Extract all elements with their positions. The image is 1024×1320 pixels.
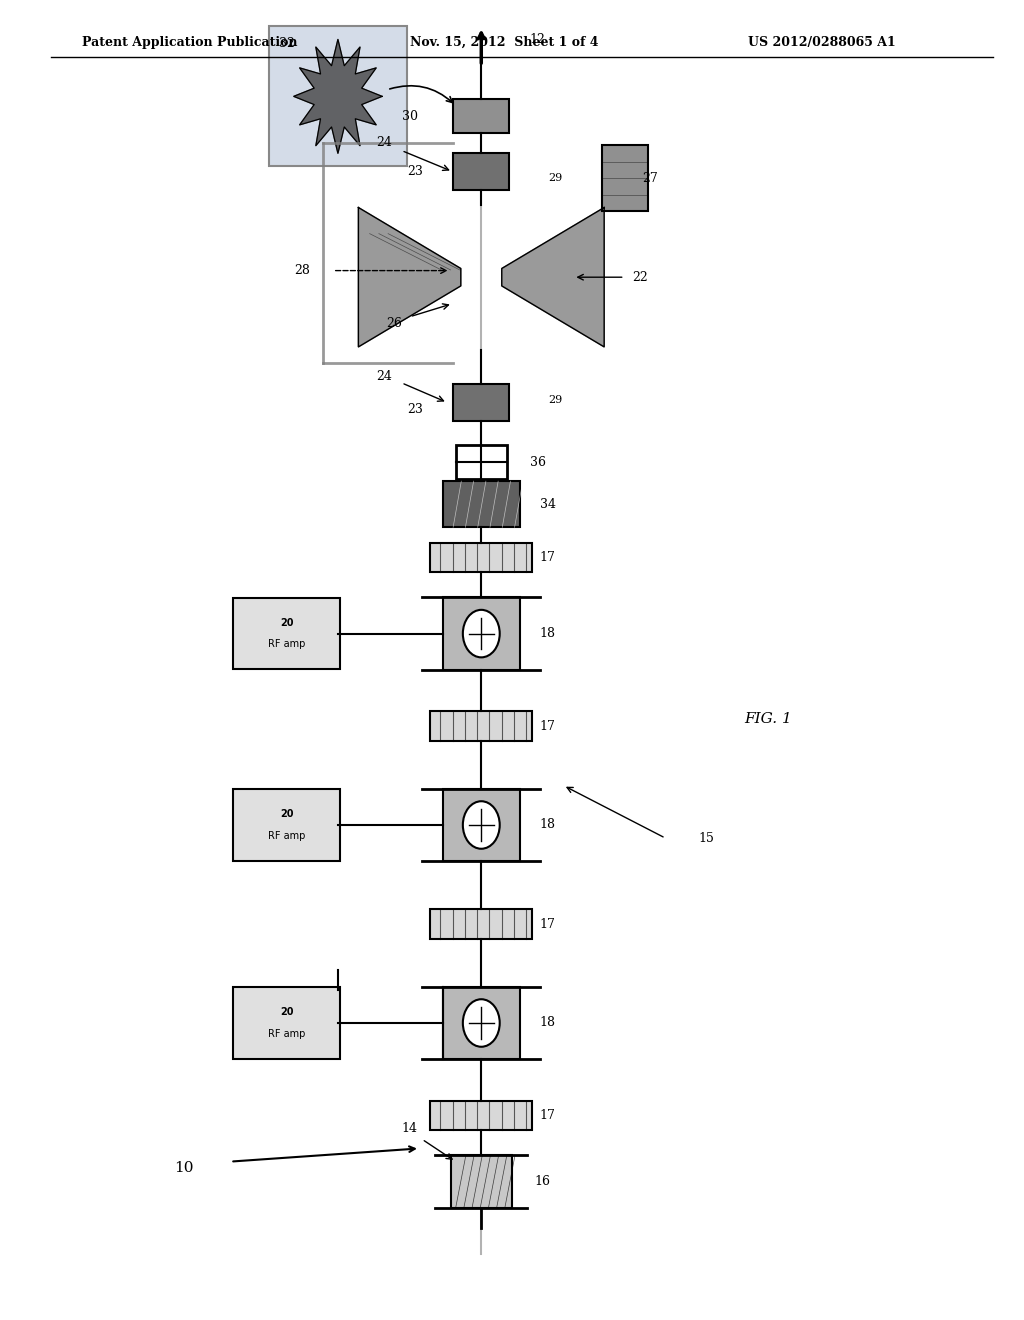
Text: FIG. 1: FIG. 1 <box>744 713 792 726</box>
Text: 18: 18 <box>540 818 556 832</box>
Text: RF amp: RF amp <box>268 830 305 841</box>
Text: 22: 22 <box>632 271 648 284</box>
Text: 34: 34 <box>540 498 556 511</box>
Bar <box>453 384 509 421</box>
Text: RF amp: RF amp <box>268 1028 305 1039</box>
Text: 23: 23 <box>407 403 423 416</box>
FancyBboxPatch shape <box>233 598 340 669</box>
Bar <box>442 789 519 862</box>
Text: 29: 29 <box>548 395 562 405</box>
Bar <box>430 909 532 939</box>
Bar <box>453 153 509 190</box>
Bar <box>430 543 532 572</box>
Text: 18: 18 <box>540 1016 556 1030</box>
Text: 16: 16 <box>535 1175 551 1188</box>
Text: 36: 36 <box>529 455 546 469</box>
Text: 17: 17 <box>540 550 556 564</box>
Text: 24: 24 <box>376 370 392 383</box>
Text: 26: 26 <box>386 317 402 330</box>
Text: 17: 17 <box>540 719 556 733</box>
Text: 30: 30 <box>401 110 418 123</box>
Text: 32: 32 <box>279 37 295 50</box>
Text: 18: 18 <box>540 627 556 640</box>
Circle shape <box>463 999 500 1047</box>
Circle shape <box>463 801 500 849</box>
Bar <box>456 445 507 479</box>
Bar <box>451 1155 512 1208</box>
Text: 23: 23 <box>407 165 423 178</box>
Bar <box>442 480 519 527</box>
Text: US 2012/0288065 A1: US 2012/0288065 A1 <box>748 36 895 49</box>
Text: 24: 24 <box>376 136 392 149</box>
Text: 17: 17 <box>540 1109 556 1122</box>
Circle shape <box>463 610 500 657</box>
FancyBboxPatch shape <box>233 789 340 861</box>
Text: 14: 14 <box>401 1122 418 1135</box>
Text: 28: 28 <box>294 264 310 277</box>
Bar <box>430 1101 532 1130</box>
Bar <box>430 711 532 741</box>
Bar <box>602 145 648 211</box>
Polygon shape <box>294 40 382 153</box>
Text: 20: 20 <box>280 618 294 628</box>
Bar <box>453 99 509 133</box>
Text: 12: 12 <box>529 33 546 46</box>
Text: 10: 10 <box>174 1162 195 1175</box>
Text: 17: 17 <box>540 917 556 931</box>
Text: 29: 29 <box>548 173 562 183</box>
Polygon shape <box>358 207 461 347</box>
Text: 20: 20 <box>280 809 294 820</box>
Bar <box>442 597 519 671</box>
Text: Patent Application Publication: Patent Application Publication <box>82 36 297 49</box>
Polygon shape <box>502 207 604 347</box>
Text: 20: 20 <box>280 1007 294 1018</box>
Text: 27: 27 <box>642 172 658 185</box>
Text: Nov. 15, 2012  Sheet 1 of 4: Nov. 15, 2012 Sheet 1 of 4 <box>410 36 598 49</box>
FancyBboxPatch shape <box>269 26 407 166</box>
Text: RF amp: RF amp <box>268 639 305 649</box>
FancyBboxPatch shape <box>233 987 340 1059</box>
Bar <box>442 987 519 1059</box>
Text: 15: 15 <box>698 832 715 845</box>
